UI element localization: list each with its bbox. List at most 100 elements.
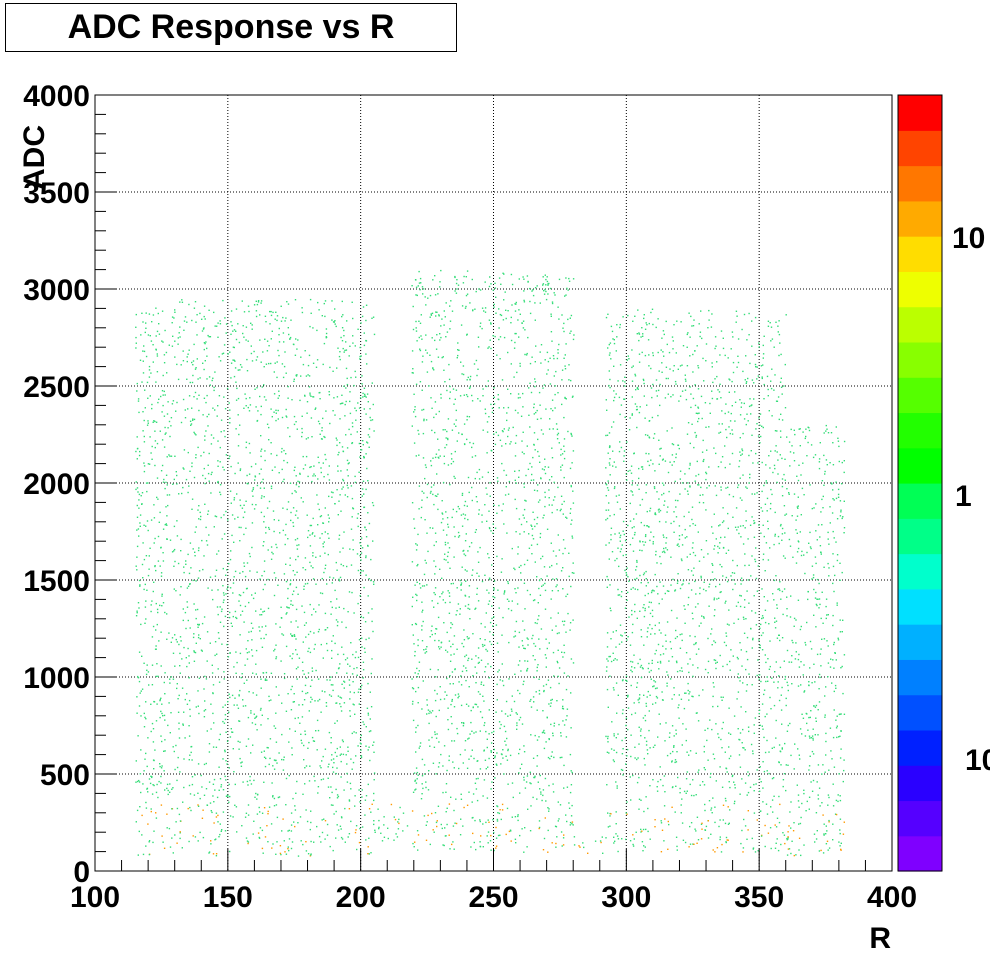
data-point [348,462,350,464]
data-point [770,380,772,382]
data-point [462,762,464,764]
data-point [496,752,498,754]
data-point [264,679,267,681]
data-point [502,503,504,505]
data-point [642,468,644,470]
data-point [689,553,691,555]
data-point [139,584,141,586]
data-point [499,313,502,316]
data-point [545,683,548,686]
data-point [147,420,149,422]
data-point [548,738,550,740]
data-point [345,434,347,436]
data-point [275,543,277,546]
data-point [433,592,435,594]
data-point [201,330,204,332]
data-point [640,629,642,631]
data-point [323,302,325,305]
data-point [146,765,148,768]
data-point [416,830,419,832]
data-point [727,839,729,841]
data-point [649,838,651,840]
data-point [564,547,566,550]
data-point [503,773,505,775]
data-point [276,841,278,843]
data-point [719,383,721,385]
data-point [479,841,481,843]
data-point [437,805,440,807]
data-point [478,288,480,290]
data-point [609,464,611,466]
data-point [347,611,349,613]
data-point [250,752,252,754]
data-point [570,523,572,525]
data-point [212,783,215,785]
data-point [463,553,465,555]
data-point [291,747,293,749]
data-point [224,749,226,751]
data-point [142,542,144,544]
data-point [142,360,144,362]
data-point [281,416,284,419]
data-point [464,554,467,557]
data-point [532,538,535,540]
data-point [484,639,486,641]
data-point [448,834,450,836]
data-point [174,665,176,667]
data-point [172,335,174,337]
data-point [514,673,516,675]
data-point [487,819,489,821]
data-point [309,603,311,606]
data-point [289,583,292,585]
data-point [239,504,242,507]
data-point [665,722,667,724]
data-point [648,729,650,732]
data-point [572,338,575,341]
data-point [303,673,305,675]
data-point [505,744,507,746]
data-point [328,694,331,696]
data-point [295,558,297,561]
data-point [282,634,285,636]
data-point [231,731,233,733]
data-point [469,618,471,620]
data-point [563,624,565,626]
data-point [442,429,444,431]
data-point [697,412,699,415]
data-point [650,387,653,389]
data-point [162,374,164,377]
data-point [519,692,521,695]
data-point [420,314,422,316]
data-point [248,601,250,604]
data-point [368,446,370,448]
data-point [274,466,276,468]
data-point [685,792,687,794]
data-point [488,709,490,711]
data-point [340,710,343,712]
data-point [245,837,248,839]
data-point [729,420,732,422]
data-point [217,322,219,324]
data-point [615,630,617,632]
data-point [713,447,715,449]
data-point [738,532,740,535]
data-point [555,826,558,828]
data-point [290,621,292,623]
data-point [551,399,554,401]
data-point [432,493,434,496]
data-point [158,640,160,642]
data-point [287,385,289,388]
data-point [753,783,755,786]
data-point [719,654,721,657]
data-point [738,677,740,679]
data-point [297,626,299,628]
data-point [234,783,236,786]
data-point [237,445,240,447]
data-point [352,342,354,344]
data-point [674,759,677,761]
data-point [314,475,316,477]
data-point [261,386,263,388]
data-point [545,290,547,293]
data-point [252,597,255,600]
data-point [168,494,171,496]
